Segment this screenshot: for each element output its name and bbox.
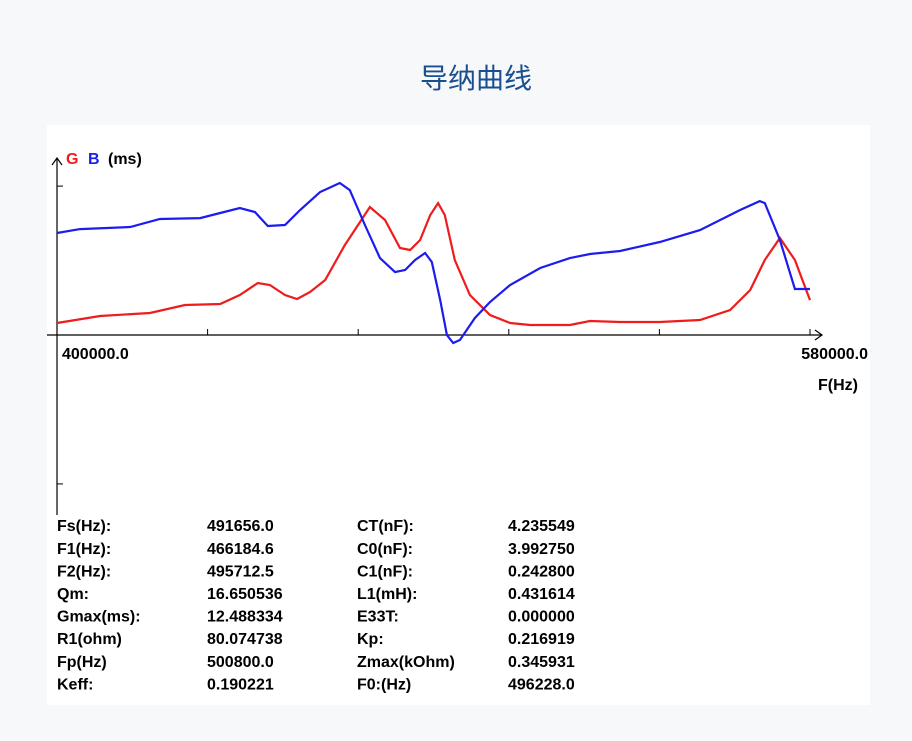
param-value: 491656.0 bbox=[207, 518, 274, 535]
param-label: C1(nF): bbox=[357, 563, 413, 580]
param-label: Keff: bbox=[57, 676, 93, 693]
legend-label: B bbox=[88, 151, 100, 168]
y-axis bbox=[51, 156, 63, 515]
series-line bbox=[56, 200, 812, 327]
param-label: F2(Hz): bbox=[57, 563, 111, 580]
param-value: 0.345931 bbox=[508, 654, 575, 671]
param-value: 80.074738 bbox=[207, 631, 283, 648]
series-line bbox=[56, 181, 810, 345]
param-value: 0.000000 bbox=[508, 609, 575, 626]
param-label: CT(nF): bbox=[357, 518, 414, 535]
param-value: 4.235549 bbox=[508, 518, 575, 535]
param-value: 500800.0 bbox=[207, 654, 274, 671]
y-axis-unit: (ms) bbox=[108, 151, 142, 168]
param-label: Zmax(kOhm) bbox=[357, 654, 455, 671]
param-label: Qm: bbox=[57, 586, 89, 603]
param-value: 16.650536 bbox=[207, 586, 283, 603]
x-axis bbox=[47, 329, 824, 341]
param-label: F1(Hz): bbox=[57, 541, 111, 558]
param-label: F0:(Hz) bbox=[357, 676, 411, 693]
param-label: Kp: bbox=[357, 631, 384, 648]
chart-area bbox=[47, 125, 870, 705]
param-value: 3.992750 bbox=[508, 541, 575, 558]
param-label: R1(ohm) bbox=[57, 631, 122, 648]
param-label: E33T: bbox=[357, 609, 399, 626]
param-value: 0.242800 bbox=[508, 563, 575, 580]
chart-title: 导纳曲线 bbox=[420, 62, 532, 95]
param-label: L1(mH): bbox=[357, 586, 417, 603]
x-tick-label: 580000.0 bbox=[801, 346, 868, 363]
param-value: 495712.5 bbox=[207, 563, 274, 580]
param-value: 0.216919 bbox=[508, 631, 575, 648]
param-label: Fs(Hz): bbox=[57, 518, 111, 535]
param-label: Gmax(ms): bbox=[57, 609, 141, 626]
param-value: 0.190221 bbox=[207, 676, 274, 693]
param-label: Fp(Hz) bbox=[57, 654, 107, 671]
x-tick-label: 400000.0 bbox=[62, 346, 129, 363]
param-value: 496228.0 bbox=[508, 676, 575, 693]
param-value: 0.431614 bbox=[508, 586, 575, 603]
legend-label: G bbox=[66, 151, 78, 168]
param-label: C0(nF): bbox=[357, 541, 413, 558]
x-axis-label: F(Hz) bbox=[818, 377, 858, 394]
param-value: 466184.6 bbox=[207, 541, 274, 558]
param-value: 12.488334 bbox=[207, 609, 283, 626]
